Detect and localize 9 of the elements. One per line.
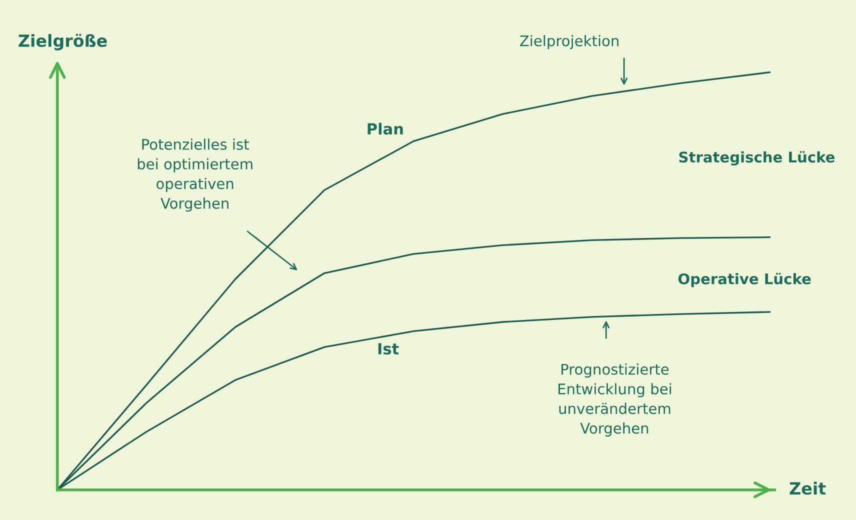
annotation: Potenzielles ist bei optimiertem operativen Vorgehen [138, 138, 252, 212]
x-axis-title: Zeit [790, 482, 826, 495]
series-label: Plan [368, 122, 403, 135]
annotation: Prognostizierte Entwicklung bei unverändertem Vorgehen [558, 364, 672, 437]
y-axis-title: Zielgröße [18, 34, 107, 50]
series-label: Ist [378, 343, 399, 355]
annotation: Operative Lücke [678, 272, 811, 288]
annotation: Strategische Lücke [679, 151, 835, 166]
text: Zielprojektion [520, 35, 618, 50]
